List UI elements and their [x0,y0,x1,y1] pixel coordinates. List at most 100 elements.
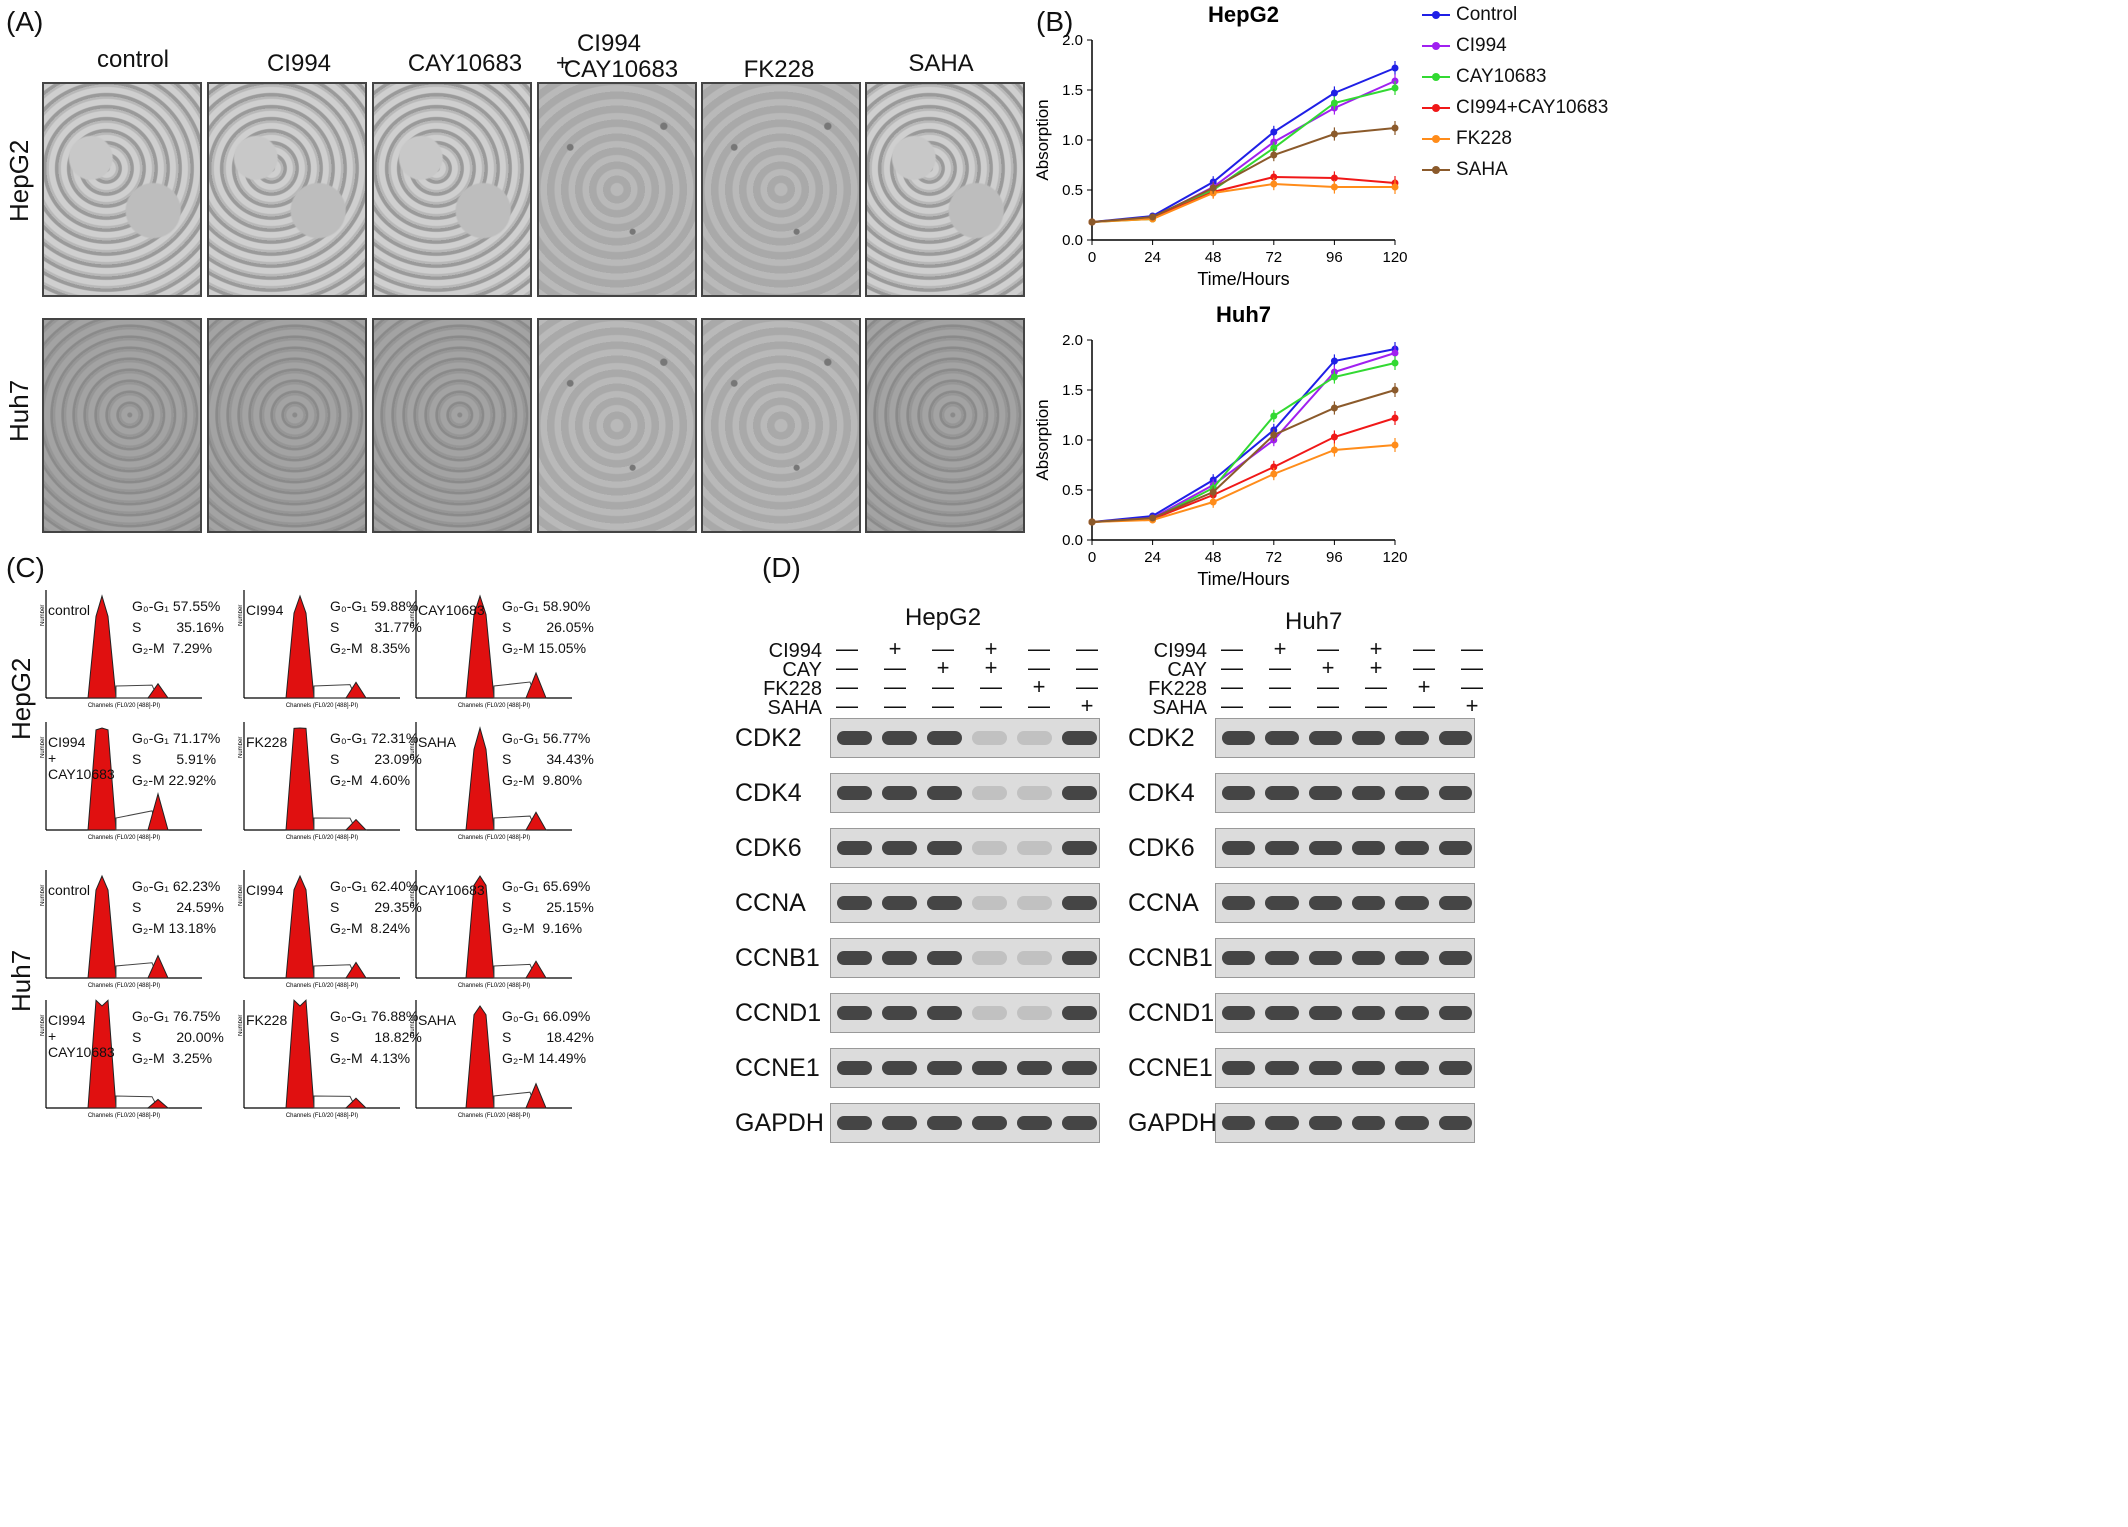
blot-band [1265,731,1299,745]
blot-band [1395,1006,1429,1020]
histogram-x-axis-label: Channels (FL0/20 [488]-PI) [286,983,358,989]
legend-swatch [1422,135,1450,143]
blot-band [1352,786,1386,800]
x-axis-label: Time/Hours [1197,569,1289,589]
micrograph-hepg2-ci994 [207,82,367,297]
panel-a-col-fk228: FK228 [743,56,815,83]
blot-band [1265,951,1299,965]
legend-item: Control [1420,4,1620,32]
data-point [1330,373,1338,381]
legend-swatch [1422,11,1450,19]
histogram-y-axis-label: Number [40,737,46,758]
protein-label: CCNB1 [735,944,820,972]
panel-c-label: (C) [6,552,45,583]
micrograph-hepg2-combo [537,82,697,297]
panel-a-col-cay10683: CAY10683 [407,50,523,77]
histogram-stats: G₀-G₁ 58.90% S 26.05% G₂-M 15.05% [502,598,594,656]
data-point [1088,518,1096,526]
blot-band [882,786,917,800]
legend-item: SAHA [1420,159,1620,187]
g0g1-peak [465,594,495,699]
treatment-sign: — [1076,655,1098,680]
protein-label: GAPDH [735,1109,824,1137]
histogram-sample-label: CAY10683 [418,602,485,618]
histogram-cell: Channels (FL0/20 [488]-PI) Number SAHA G₀-G… [410,996,600,1120]
treatment-sign: — [1413,693,1435,718]
micrograph-huh7-fk228 [701,318,861,533]
protein-label: CCND1 [735,999,822,1027]
y-tick-label: 1.0 [1062,432,1083,449]
histogram-sample-label: CI994 + CAY10683 [48,1012,115,1060]
blot-band [927,1116,962,1130]
growth-chart-hepg2: HepG2 0.0 0.5 1.0 1.5 2.0 0 24 48 72 96 120 Time/Hou… [1033,2,1408,289]
blot-band [882,1006,917,1020]
treatment-sign: — [1221,693,1243,718]
g2m-peak [147,792,169,831]
g0g1-peak [87,727,117,831]
data-point [1330,357,1338,365]
blot-band [1222,841,1256,855]
g2m-peak [344,1097,368,1109]
blot-band [1062,1116,1097,1130]
blot-band [1017,786,1052,800]
treatment-sign: — [1076,636,1098,661]
treatment-sign: — [1028,655,1050,680]
histogram-cell: Channels (FL0/20 [488]-PI) Number CI994 G₀-… [238,586,428,710]
histogram-x-axis-label: Channels (FL0/20 [488]-PI) [88,703,160,709]
panel-a-col-combo-line2: CAY10683 [563,56,679,83]
histogram-x-axis-label: Channels (FL0/20 [488]-PI) [88,835,160,841]
blot-band [1308,951,1342,965]
x-tick-label: 120 [1382,249,1407,266]
blot-band [1395,1116,1429,1130]
histogram-x-axis-label: Channels (FL0/20 [488]-PI) [458,835,530,841]
histogram-x-axis-label: Channels (FL0/20 [488]-PI) [88,1113,160,1119]
legend-item: CI994+CAY10683 [1420,97,1620,125]
histogram-stats: G₀-G₁ 66.09% S 18.42% G₂-M 14.49% [502,1008,594,1066]
blot-band [1395,1061,1429,1075]
histogram-x-axis-label: Channels (FL0/20 [488]-PI) [286,835,358,841]
histogram-stats: G₀-G₁ 76.75% S 20.00% G₂-M 3.25% [132,1008,224,1066]
histogram-stats: G₀-G₁ 59.88% S 31.77% G₂-M 8.35% [330,598,422,656]
treatment-sign: — [1028,636,1050,661]
blot-band [1352,951,1386,965]
blot-band [1265,896,1299,910]
g2m-peak [147,954,169,979]
histogram-y-axis-label: Number [40,1015,46,1036]
blot-band [1395,951,1429,965]
y-axis-label: Absorption [1033,99,1052,180]
blot-band [882,1061,917,1075]
histogram-y-axis-label: Number [238,885,244,906]
blot-band [882,731,917,745]
g0g1-peak [285,999,315,1109]
blot-band [1265,786,1299,800]
legend-label: CI994 [1456,35,1507,56]
legend-swatch [1422,73,1450,81]
protein-label: CCNE1 [735,1054,820,1082]
legend-label: FK228 [1456,128,1512,149]
blot-strip [830,883,1100,923]
histogram-plot: Channels (FL0/20 [488]-PI) Number [40,999,202,1119]
histogram-y-axis-label: Number [238,605,244,626]
histogram-y-axis-label: Number [238,737,244,758]
blot-band [1308,896,1342,910]
blot-strip [830,993,1100,1033]
treatment-label: FK228 [1148,678,1207,700]
blot-band [1017,841,1052,855]
blot-band [837,786,872,800]
blot-band [1062,841,1097,855]
blot-band [837,841,872,855]
data-point [1270,173,1278,181]
y-tick-label: 1.5 [1062,82,1083,99]
histogram-plot: Channels (FL0/20 [488]-PI) Number [410,722,572,841]
blot-strip [830,938,1100,978]
histogram-y-axis-label: Number [410,1015,416,1036]
treatment-sign: + [1321,655,1335,680]
treatment-sign: — [884,674,906,699]
y-axis-label: Absorption [1033,399,1052,480]
g0g1-peak [465,875,495,979]
blot-band [1265,1116,1299,1130]
protein-label: CDK6 [735,834,802,862]
data-point [1391,64,1399,72]
blot-band [927,1061,962,1075]
s-phase-region [313,964,357,979]
